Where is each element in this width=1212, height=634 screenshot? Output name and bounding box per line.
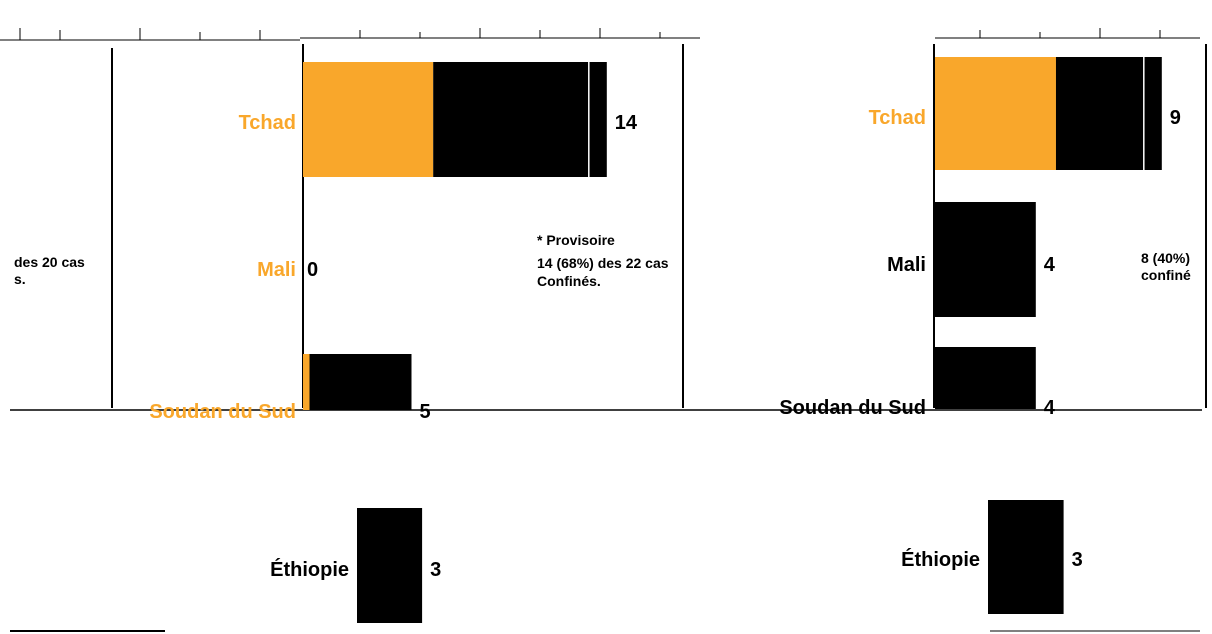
- bar-segment: [303, 62, 434, 177]
- data-label: 0: [307, 259, 318, 281]
- bar-segment: [988, 500, 1064, 614]
- bar-segment: [433, 62, 607, 177]
- data-label: 3: [430, 559, 441, 581]
- data-label: 9: [1170, 107, 1181, 129]
- data-label: 14: [615, 112, 638, 134]
- bar-segment: [935, 347, 1036, 409]
- bar-segment: [1055, 57, 1162, 170]
- chart2-annotation-line: confiné: [1141, 267, 1191, 283]
- data-label: 4: [1044, 254, 1056, 276]
- bar-segment: [935, 57, 1056, 170]
- category-label: Tchad: [239, 112, 296, 134]
- chart1-annotation: * Provisoire 14 (68%) des 22 cas Confiné…: [537, 232, 669, 289]
- left-annotation-line: des 20 cas: [14, 254, 85, 270]
- left-fragment: des 20 cas s.: [14, 48, 113, 408]
- chart2-frame: [933, 44, 1207, 408]
- bar-segment: [309, 354, 412, 410]
- category-label: Éthiopie: [270, 558, 349, 581]
- category-label: Mali: [887, 254, 926, 276]
- bar-segment: [935, 202, 1036, 317]
- category-label: Soudan du Sud: [779, 397, 926, 419]
- category-label: Éthiopie: [901, 548, 980, 571]
- chart2-annotation-line: 8 (40%): [1141, 250, 1190, 266]
- data-label: 3: [1072, 549, 1083, 571]
- category-label: Soudan du Sud: [149, 401, 296, 423]
- category-label: Mali: [257, 259, 296, 281]
- chart1-annotation-line: * Provisoire: [537, 232, 615, 248]
- left-annotation-line: s.: [14, 271, 26, 287]
- data-label: 5: [420, 401, 431, 423]
- chart2-annotation: 8 (40%) confiné: [1141, 250, 1191, 283]
- bar-segment: [357, 508, 423, 623]
- category-label: Tchad: [869, 107, 926, 129]
- chart1-annotation-line: 14 (68%) des 22 cas: [537, 255, 669, 271]
- data-label: 4: [1044, 397, 1056, 419]
- top-ruler: [0, 28, 1200, 41]
- bar-segment: [303, 354, 310, 410]
- chart1-annotation-line: Confinés.: [537, 273, 601, 289]
